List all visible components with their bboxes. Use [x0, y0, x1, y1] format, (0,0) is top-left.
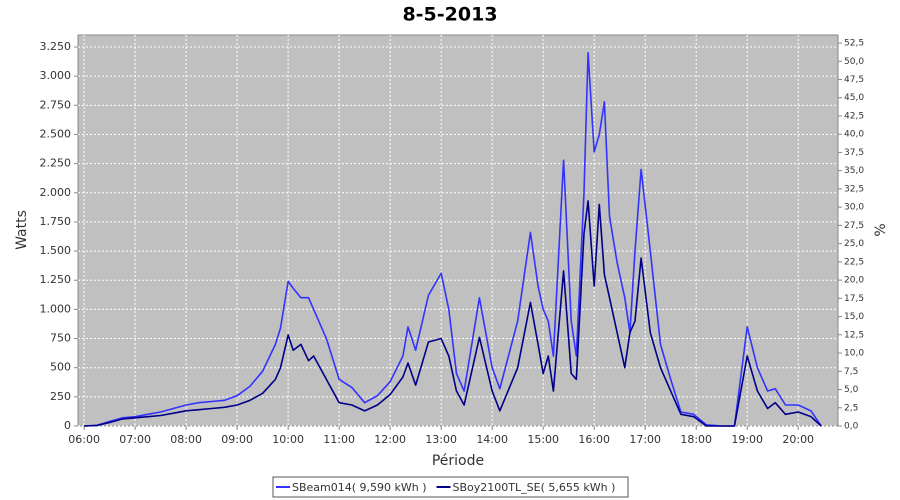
x-tick-label: 12:00 — [374, 433, 406, 446]
x-tick-label: 20:00 — [782, 433, 814, 446]
y2-tick-label: 40,0 — [844, 130, 864, 140]
x-tick-label: 18:00 — [680, 433, 712, 446]
chart-title: 8-5-2013 — [402, 4, 497, 26]
y2-tick-label: 25,0 — [844, 239, 864, 249]
y-tick-label: 2.500 — [40, 127, 72, 140]
y2-tick-label: 10,0 — [844, 349, 864, 359]
y2-tick-label: 50,0 — [844, 57, 864, 67]
x-tick-label: 10:00 — [272, 433, 304, 446]
y2-tick-label: 32,5 — [844, 184, 864, 194]
x-tick-label: 15:00 — [527, 433, 559, 446]
y2-tick-label: 22,5 — [844, 257, 864, 267]
y2-tick-label: 45,0 — [844, 93, 864, 103]
y-tick-label: 1.000 — [40, 302, 72, 315]
y2-tick-label: 15,0 — [844, 312, 864, 322]
y-tick-label: 750 — [50, 332, 71, 345]
y2-axis-title: % — [873, 223, 889, 236]
x-tick-label: 16:00 — [578, 433, 610, 446]
y-tick-label: 1.250 — [40, 273, 72, 286]
x-tick-label: 14:00 — [476, 433, 508, 446]
y2-tick-label: 5,0 — [844, 385, 859, 395]
plot-area — [77, 34, 839, 427]
x-tick-label: 07:00 — [119, 433, 151, 446]
y2-tick-label: 37,5 — [844, 148, 864, 158]
y2-tick-label: 47,5 — [844, 75, 864, 85]
y2-tick-label: 7,5 — [844, 367, 858, 377]
y-tick-label: 3.250 — [40, 40, 72, 53]
y-tick-label: 0 — [64, 419, 71, 432]
series-line — [84, 52, 822, 427]
y-tick-label: 250 — [50, 390, 71, 403]
x-tick-label: 11:00 — [323, 433, 355, 446]
y2-tick-label: 42,5 — [844, 111, 864, 121]
y2-tick-label: 0,0 — [844, 422, 859, 432]
y2-tick-label: 20,0 — [844, 276, 864, 286]
x-tick-label: 19:00 — [731, 433, 763, 446]
legend-label: SBeam014( 9,590 kWh ) — [292, 481, 427, 494]
y2-tick-label: 2,5 — [844, 403, 858, 413]
x-tick-label: 17:00 — [629, 433, 661, 446]
y-tick-label: 500 — [50, 361, 71, 374]
y2-tick-label: 17,5 — [844, 294, 864, 304]
y2-tick-label: 12,5 — [844, 330, 864, 340]
y-tick-label: 2.250 — [40, 157, 72, 170]
y2-tick-label: 35,0 — [844, 166, 864, 176]
x-tick-label: 09:00 — [221, 433, 253, 446]
series-line — [84, 200, 822, 427]
y-tick-label: 2.000 — [40, 186, 72, 199]
y2-tick-label: 27,5 — [844, 221, 864, 231]
y-tick-label: 1.750 — [40, 215, 72, 228]
y2-tick-label: 30,0 — [844, 203, 864, 213]
x-axis-title: Période — [432, 453, 484, 469]
y-tick-label: 3.000 — [40, 69, 72, 82]
x-tick-label: 06:00 — [68, 433, 100, 446]
legend-label: SBoy2100TL_SE( 5,655 kWh ) — [453, 481, 616, 494]
y-axis-title: Watts — [14, 210, 30, 250]
x-tick-label: 08:00 — [170, 433, 202, 446]
y-tick-label: 2.750 — [40, 98, 72, 111]
x-tick-label: 13:00 — [425, 433, 457, 446]
y-tick-label: 1.500 — [40, 244, 72, 257]
y2-tick-label: 52,5 — [844, 39, 864, 49]
